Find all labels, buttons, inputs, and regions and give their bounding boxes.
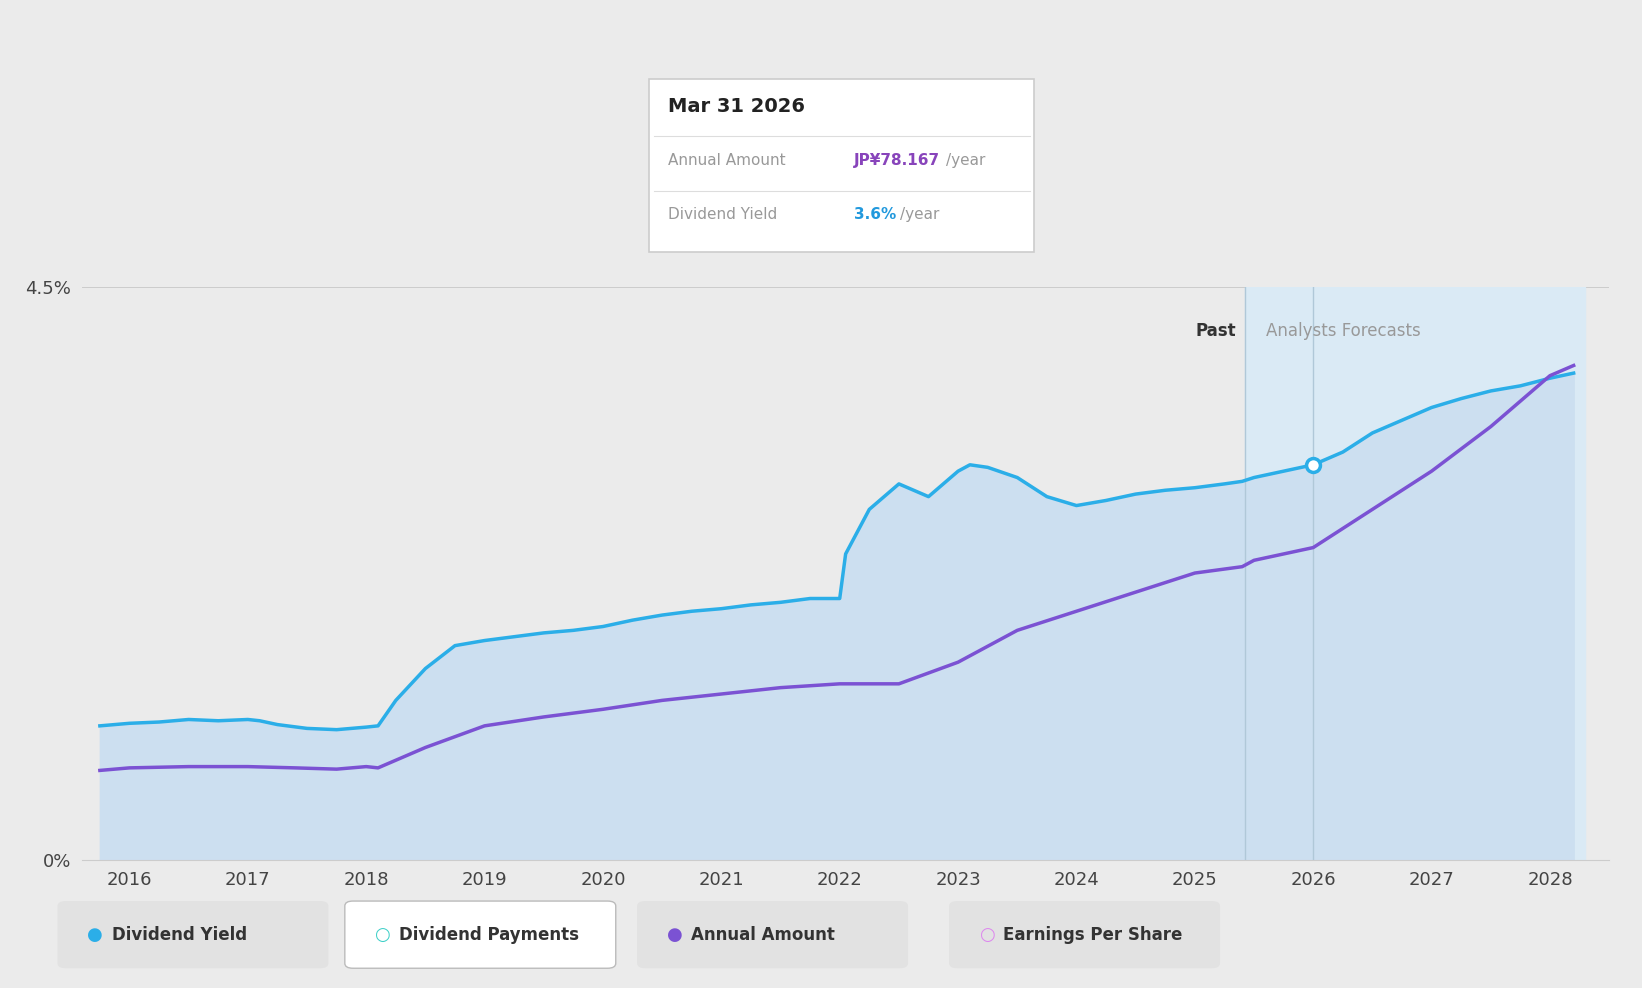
Text: /year: /year xyxy=(946,153,985,168)
Text: ○: ○ xyxy=(979,926,995,944)
Bar xyxy=(1245,287,1586,860)
Text: Dividend Yield: Dividend Yield xyxy=(668,207,778,222)
Text: /year: /year xyxy=(900,207,939,222)
Text: Mar 31 2026: Mar 31 2026 xyxy=(668,97,805,116)
Text: Analysts Forecasts: Analysts Forecasts xyxy=(1266,322,1420,340)
Text: Earnings Per Share: Earnings Per Share xyxy=(1003,926,1182,944)
Text: ●: ● xyxy=(667,926,683,944)
Text: Dividend Payments: Dividend Payments xyxy=(399,926,580,944)
Text: Annual Amount: Annual Amount xyxy=(691,926,836,944)
Text: ●: ● xyxy=(87,926,103,944)
Text: 3.6%: 3.6% xyxy=(854,207,897,222)
Text: ○: ○ xyxy=(374,926,391,944)
Text: JP¥78.167: JP¥78.167 xyxy=(854,153,939,168)
Text: Dividend Yield: Dividend Yield xyxy=(112,926,246,944)
Text: Past: Past xyxy=(1195,322,1236,340)
Text: Annual Amount: Annual Amount xyxy=(668,153,787,168)
